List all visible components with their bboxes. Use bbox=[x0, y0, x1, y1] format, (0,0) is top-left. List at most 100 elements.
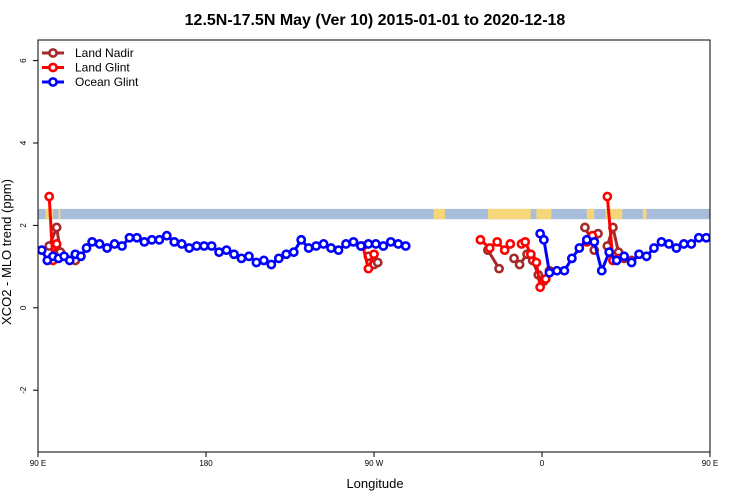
data-point-ocean-glint bbox=[370, 239, 381, 249]
data-point-land-glint bbox=[505, 239, 516, 249]
data-point-ocean-glint bbox=[725, 236, 732, 243]
data-point-ocean-glint bbox=[176, 239, 187, 249]
land-patch bbox=[58, 208, 61, 220]
legend-marker bbox=[48, 62, 58, 73]
data-point-ocean-glint bbox=[544, 267, 555, 278]
data-point-ocean-glint bbox=[117, 241, 127, 251]
data-point-ocean-glint bbox=[649, 243, 659, 253]
series-ocean-glint bbox=[38, 228, 732, 278]
data-point-ocean-glint bbox=[693, 232, 704, 243]
data-point-ocean-glint bbox=[124, 232, 135, 243]
data-point-land-glint bbox=[492, 236, 503, 247]
data-point-ocean-glint bbox=[664, 239, 674, 249]
data-point-ocean-glint bbox=[221, 245, 232, 256]
data-point-ocean-glint bbox=[258, 255, 269, 266]
y-tick-label: 6 bbox=[19, 58, 28, 63]
legend-item-land-nadir: Land Nadir bbox=[42, 46, 134, 60]
data-point-ocean-glint bbox=[619, 251, 630, 262]
data-point-ocean-glint bbox=[251, 257, 262, 268]
y-tick-label: 4 bbox=[19, 140, 28, 145]
data-point-ocean-glint bbox=[686, 239, 697, 249]
data-point-ocean-glint bbox=[326, 243, 336, 253]
data-point-ocean-glint bbox=[552, 265, 562, 276]
data-point-ocean-glint bbox=[87, 236, 98, 247]
data-point-ocean-glint bbox=[81, 243, 92, 253]
data-point-ocean-glint bbox=[169, 236, 180, 247]
x-tick-label: 180 bbox=[199, 459, 213, 468]
data-point-ocean-glint bbox=[641, 251, 652, 262]
data-point-ocean-glint bbox=[363, 239, 374, 249]
data-point-ocean-glint bbox=[378, 241, 389, 251]
data-point-ocean-glint bbox=[559, 265, 570, 276]
y-axis: -2 0 2 4 6 bbox=[19, 58, 38, 394]
data-point-ocean-glint bbox=[311, 241, 322, 251]
legend-label: Ocean Glint bbox=[75, 75, 139, 89]
data-point-ocean-glint bbox=[604, 247, 615, 258]
data-point-land-nadir bbox=[509, 253, 519, 264]
ocean-band bbox=[38, 208, 710, 220]
data-point-ocean-glint bbox=[718, 236, 725, 243]
y-tick-label: 2 bbox=[19, 223, 28, 228]
data-point-ocean-glint bbox=[64, 255, 75, 266]
land-patch bbox=[487, 208, 531, 220]
data-point-ocean-glint bbox=[385, 236, 396, 247]
data-point-land-nadir bbox=[580, 222, 590, 233]
data-point-land-glint bbox=[499, 245, 510, 256]
x-axis-title: Longitude bbox=[346, 476, 403, 491]
legend-label: Land Nadir bbox=[75, 46, 134, 60]
data-point-ocean-glint bbox=[146, 234, 157, 245]
data-point-ocean-glint bbox=[229, 249, 239, 260]
data-point-ocean-glint bbox=[281, 249, 292, 260]
chart-title: 12.5N-17.5N May (Ver 10) 2015-01-01 to 2… bbox=[185, 12, 566, 29]
data-point-ocean-glint bbox=[341, 239, 351, 249]
data-point-ocean-glint bbox=[206, 241, 217, 251]
data-point-ocean-glint bbox=[139, 236, 150, 247]
land-patch bbox=[642, 208, 647, 220]
data-point-land-glint bbox=[363, 263, 374, 274]
data-point-land-glint bbox=[520, 236, 531, 247]
land-patch bbox=[605, 208, 623, 220]
data-point-land-glint bbox=[475, 234, 486, 245]
data-point-land-glint bbox=[535, 282, 546, 293]
legend-marker bbox=[48, 77, 58, 87]
data-point-ocean-glint bbox=[266, 259, 277, 270]
data-point-ocean-glint bbox=[154, 234, 165, 245]
data-point-ocean-glint bbox=[701, 232, 710, 243]
data-point-ocean-glint bbox=[393, 239, 404, 249]
data-point-ocean-glint bbox=[589, 236, 600, 247]
data-point-ocean-glint bbox=[318, 239, 329, 249]
legend-item-ocean-glint: Ocean Glint bbox=[42, 75, 139, 89]
data-point-ocean-glint bbox=[333, 245, 344, 256]
y-tick-label: -2 bbox=[19, 386, 28, 394]
data-point-ocean-glint bbox=[611, 255, 622, 266]
data-point-ocean-glint bbox=[236, 253, 247, 264]
x-axis: 90 E 180 90 W 0 90 E bbox=[30, 452, 718, 468]
data-point-ocean-glint bbox=[348, 236, 359, 247]
data-point-land-nadir bbox=[514, 259, 525, 270]
data-point-land-glint bbox=[531, 257, 542, 268]
data-point-land-glint bbox=[51, 239, 62, 249]
x-tick-label: 90 E bbox=[702, 459, 718, 468]
x-tick-label: 90 E bbox=[30, 459, 46, 468]
x-tick-label: 0 bbox=[540, 459, 545, 468]
data-point-land-glint bbox=[44, 191, 55, 202]
data-point-ocean-glint bbox=[671, 243, 682, 253]
data-point-ocean-glint bbox=[199, 241, 210, 251]
data-point-ocean-glint bbox=[566, 253, 577, 264]
data-point-ocean-glint bbox=[161, 230, 172, 241]
data-point-ocean-glint bbox=[94, 239, 105, 249]
legend-label: Land Glint bbox=[75, 61, 130, 75]
data-point-ocean-glint bbox=[273, 253, 284, 264]
data-point-ocean-glint bbox=[538, 234, 549, 245]
data-point-land-glint bbox=[602, 191, 613, 202]
legend-item-land-glint: Land Glint bbox=[42, 61, 130, 75]
data-point-ocean-glint bbox=[400, 241, 411, 251]
data-point-land-glint bbox=[484, 243, 495, 253]
data-point-ocean-glint bbox=[288, 247, 299, 258]
legend-marker bbox=[48, 48, 58, 58]
data-point-ocean-glint bbox=[191, 241, 202, 251]
data-point-ocean-glint bbox=[303, 243, 314, 253]
data-point-ocean-glint bbox=[102, 243, 112, 253]
